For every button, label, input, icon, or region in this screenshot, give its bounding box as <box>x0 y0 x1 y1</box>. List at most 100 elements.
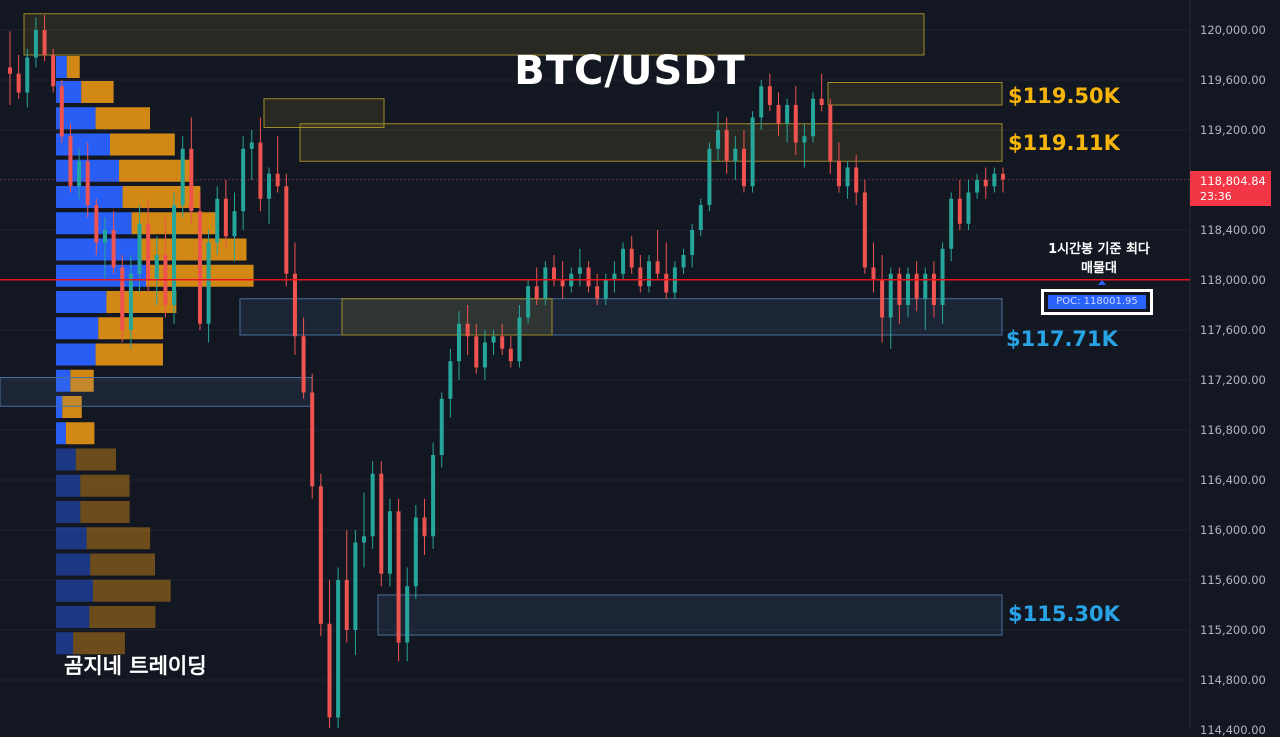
level-label: $115.30K <box>1008 602 1120 626</box>
candle-body <box>638 267 643 287</box>
candle-body <box>284 186 289 274</box>
volume-bar-buy <box>56 291 107 313</box>
candle-body <box>741 148 746 187</box>
supply-zone <box>827 82 1003 106</box>
candle-body <box>957 198 962 224</box>
candle-body <box>172 205 177 305</box>
candle-body <box>776 105 781 124</box>
candle-body <box>431 455 436 537</box>
candle-body <box>111 230 116 268</box>
candle-body <box>362 536 367 543</box>
volume-bar-sell <box>75 448 116 471</box>
candle-body <box>353 542 358 630</box>
candle-body <box>223 198 228 237</box>
volume-bar-sell <box>89 606 156 628</box>
volume-bar-sell <box>141 238 247 261</box>
candle-body <box>543 267 548 299</box>
price-tick-label: 117,600.00 <box>1200 323 1266 337</box>
level-label: $119.50K <box>1008 84 1120 108</box>
candle-body <box>586 267 591 287</box>
candle-countdown: 23:36 <box>1200 190 1232 203</box>
volume-bar-sell <box>95 107 151 130</box>
price-tick-label: 115,200.00 <box>1200 623 1266 637</box>
candle-body <box>595 286 600 299</box>
candle-body <box>258 142 263 199</box>
candle-body <box>1001 173 1005 180</box>
candle-body <box>267 173 272 199</box>
candle-body <box>128 273 133 330</box>
candle-body <box>664 273 669 293</box>
candle-body <box>68 136 73 187</box>
volume-bar-sell <box>119 159 193 182</box>
volume-bar-buy <box>56 579 93 602</box>
candle-body <box>526 286 531 318</box>
volume-bar-sell <box>66 56 80 78</box>
candle-body <box>189 148 194 212</box>
candle-body <box>137 223 142 274</box>
channel-watermark: 곰지네 트레이딩 <box>64 654 207 678</box>
candle-body <box>646 261 651 287</box>
candle-body <box>16 73 21 93</box>
candle-body <box>698 205 703 230</box>
volume-bar-buy <box>56 632 74 655</box>
candle-body <box>707 148 712 205</box>
volume-bar-buy <box>56 448 76 471</box>
candle-body <box>862 192 867 268</box>
candle-body <box>482 342 487 368</box>
poc-pointer <box>1098 280 1106 285</box>
candle-body <box>880 280 885 318</box>
candle-body <box>301 336 306 393</box>
candle-body <box>802 136 807 143</box>
candle-body <box>387 511 392 574</box>
level-label: $117.71K <box>1006 327 1118 351</box>
candle-body <box>983 180 988 187</box>
current-price: 118,804.84 <box>1200 174 1266 188</box>
poc-annotation: 1시간봉 기준 최다 매물대 <box>1048 242 1150 276</box>
candle-body <box>785 105 790 124</box>
candle-body <box>102 230 107 243</box>
candle-body <box>931 273 936 305</box>
candle-body <box>241 148 246 212</box>
candle-body <box>413 517 418 587</box>
demand-zone <box>377 594 1003 636</box>
candle-body <box>318 486 323 624</box>
price-tick-label: 117,200.00 <box>1200 373 1266 387</box>
candle-body <box>422 517 427 537</box>
candle-body <box>992 173 997 187</box>
candle-body <box>534 286 539 299</box>
volume-bar-sell <box>92 579 171 602</box>
price-tick-label: 118,000.00 <box>1200 273 1266 287</box>
candle-body <box>465 323 470 337</box>
candle-body <box>759 86 764 118</box>
candle-body <box>405 586 410 643</box>
demand-zone <box>0 377 313 407</box>
candle-body <box>8 67 12 74</box>
volume-bar-buy <box>56 343 96 366</box>
volume-bar-buy <box>56 396 63 418</box>
candle-body <box>811 98 816 137</box>
price-tick-label: 114,400.00 <box>1200 723 1266 737</box>
candle-body <box>733 148 738 162</box>
supply-zone <box>341 298 553 336</box>
volume-bar-buy <box>56 474 81 497</box>
candle-body <box>551 267 556 280</box>
volume-bar-sell <box>62 396 82 418</box>
candle-body <box>120 267 125 330</box>
supply-zone <box>23 13 925 56</box>
volume-bar-sell <box>70 369 94 392</box>
candle-body <box>681 255 686 268</box>
candle-body <box>716 130 721 149</box>
candle-body <box>828 105 833 162</box>
volume-bar-buy <box>56 553 91 576</box>
candle-body <box>232 211 237 237</box>
candle-body <box>767 86 772 105</box>
price-tick-label: 115,600.00 <box>1200 573 1266 587</box>
candle-body <box>344 580 349 630</box>
volume-bar-buy <box>56 133 110 156</box>
price-tick-label: 116,400.00 <box>1200 473 1266 487</box>
candle-body <box>336 580 341 718</box>
price-tick-label: 119,200.00 <box>1200 123 1266 137</box>
volume-bar-sell <box>65 422 95 445</box>
volume-bar-sell <box>81 81 114 103</box>
